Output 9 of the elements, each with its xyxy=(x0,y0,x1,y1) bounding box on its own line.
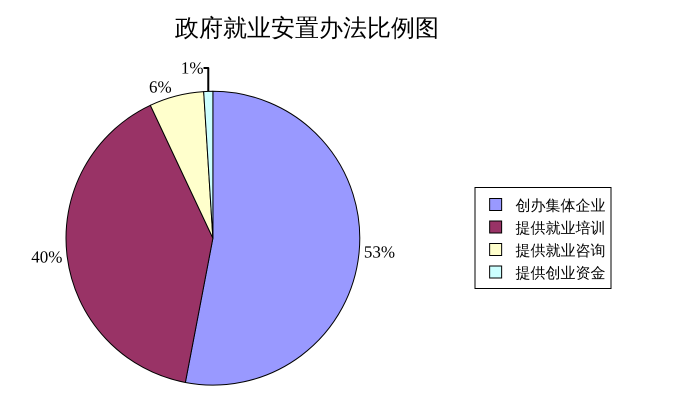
legend-label: 提供创业资金 xyxy=(516,264,606,282)
chart-title: 政府就业安置办法比例图 xyxy=(175,15,440,42)
data-label: 40% xyxy=(31,247,62,266)
legend-label: 提供就业培训 xyxy=(516,220,606,237)
legend-label: 创办集体企业 xyxy=(516,197,606,214)
data-label: 6% xyxy=(148,78,172,97)
data-label: 1% xyxy=(180,58,204,78)
data-label: 53% xyxy=(364,242,396,262)
legend-label: 提供就业咨询 xyxy=(516,242,606,260)
